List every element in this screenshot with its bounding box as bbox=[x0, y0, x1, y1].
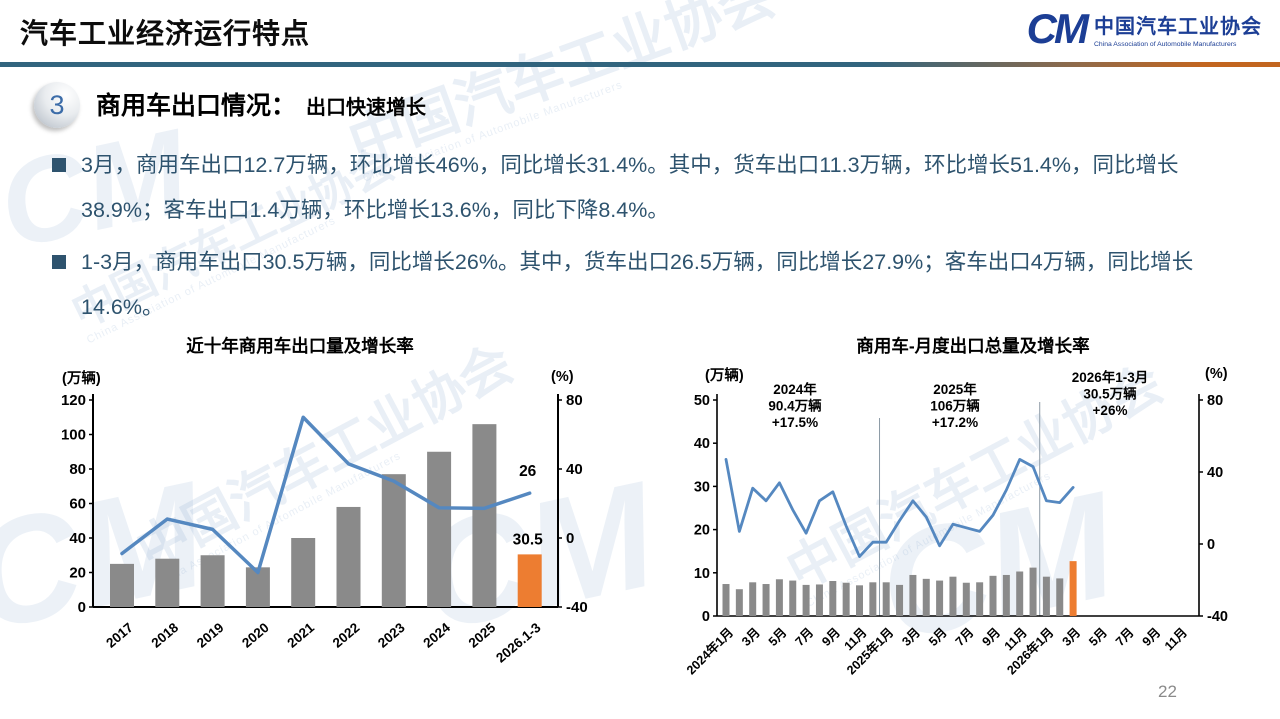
svg-text:30.5万辆: 30.5万辆 bbox=[1083, 386, 1137, 402]
svg-text:80: 80 bbox=[1207, 393, 1223, 409]
section-number-badge: 3 bbox=[34, 82, 80, 128]
svg-text:(%): (%) bbox=[551, 369, 574, 385]
svg-text:2023: 2023 bbox=[375, 620, 408, 651]
section-subtitle: 出口快速增长 bbox=[306, 97, 427, 119]
bullet-text: 1-3月，商用车出口30.5万辆，同比增长26%。其中，货车出口26.5万辆，同… bbox=[81, 250, 1194, 319]
svg-text:0: 0 bbox=[566, 530, 574, 547]
section-number: 3 bbox=[49, 89, 65, 120]
svg-text:近十年商用车出口量及增长率: 近十年商用车出口量及增长率 bbox=[186, 336, 414, 356]
svg-text:-40: -40 bbox=[1207, 609, 1228, 625]
header-divider bbox=[0, 62, 1280, 67]
svg-text:10: 10 bbox=[694, 566, 710, 582]
svg-text:90.4万辆: 90.4万辆 bbox=[768, 398, 822, 414]
svg-text:9月: 9月 bbox=[819, 625, 843, 649]
org-name-en: China Association of Automobile Manufact… bbox=[1094, 41, 1237, 48]
svg-text:9月: 9月 bbox=[1140, 625, 1164, 649]
svg-text:+26%: +26% bbox=[1093, 403, 1128, 418]
svg-text:3月: 3月 bbox=[739, 625, 763, 649]
svg-text:40: 40 bbox=[69, 530, 86, 547]
svg-text:2026.1-3: 2026.1-3 bbox=[493, 619, 544, 665]
svg-text:2019: 2019 bbox=[194, 620, 227, 651]
chart-yearly-exports: 近十年商用车出口量及增长率 (万辆) (%) 0 20 40 60 80 100 120 80 40 0… bbox=[60, 330, 630, 719]
svg-text:2020: 2020 bbox=[239, 620, 272, 651]
svg-text:7月: 7月 bbox=[793, 625, 817, 649]
svg-text:100: 100 bbox=[61, 427, 86, 444]
svg-text:20: 20 bbox=[694, 523, 710, 539]
svg-text:7月: 7月 bbox=[1113, 625, 1137, 649]
svg-text:2024年: 2024年 bbox=[773, 381, 817, 397]
org-name-cn: 中国汽车工业协会 bbox=[1094, 16, 1262, 38]
svg-text:2026年1-3月: 2026年1-3月 bbox=[1072, 369, 1149, 385]
svg-text:2021: 2021 bbox=[284, 620, 317, 651]
svg-text:106万辆: 106万辆 bbox=[930, 398, 980, 414]
svg-text:5月: 5月 bbox=[1086, 625, 1110, 649]
bullet-square-icon bbox=[52, 255, 66, 269]
svg-text:0: 0 bbox=[78, 599, 86, 616]
svg-text:2022: 2022 bbox=[330, 620, 363, 651]
bullet-square-icon bbox=[52, 158, 66, 172]
svg-text:9月: 9月 bbox=[979, 625, 1003, 649]
bullet-text: 3月，商用车出口12.7万辆，环比增长46%，同比增长31.4%。其中，货车出口… bbox=[81, 153, 1179, 222]
bullet-list: 3月，商用车出口12.7万辆，环比增长46%，同比增长31.4%。其中，货车出口… bbox=[52, 143, 1242, 337]
svg-text:40: 40 bbox=[566, 461, 583, 478]
svg-text:20: 20 bbox=[69, 565, 86, 582]
svg-text:120: 120 bbox=[61, 392, 86, 409]
page-number: 22 bbox=[1158, 682, 1177, 701]
svg-text:(万辆): (万辆) bbox=[62, 369, 101, 387]
svg-text:2017: 2017 bbox=[103, 620, 136, 651]
svg-text:(万辆): (万辆) bbox=[705, 366, 744, 384]
svg-text:2025年: 2025年 bbox=[933, 381, 977, 397]
bullet-item: 3月，商用车出口12.7万辆，环比增长46%，同比增长31.4%。其中，货车出口… bbox=[52, 143, 1242, 233]
svg-text:80: 80 bbox=[566, 392, 583, 409]
svg-text:(%): (%) bbox=[1205, 366, 1228, 382]
cm-logo-icon: CM bbox=[1026, 5, 1089, 52]
section-heading: 商用车出口情况： 出口快速增长 bbox=[96, 86, 426, 122]
svg-text:40: 40 bbox=[1207, 465, 1223, 481]
org-logo: CM 中国汽车工业协会 China Association of Automob… bbox=[1027, 8, 1262, 50]
svg-text:80: 80 bbox=[69, 461, 86, 478]
svg-text:60: 60 bbox=[69, 496, 86, 513]
svg-text:0: 0 bbox=[1207, 537, 1215, 553]
chart-monthly-exports: 商用车-月度出口总量及增长率 (万辆) (%) 0 10 20 30 40 50 80 40 0 -40… bbox=[655, 330, 1280, 719]
svg-text:26: 26 bbox=[519, 463, 537, 480]
svg-text:2024年1月: 2024年1月 bbox=[683, 625, 736, 678]
svg-text:+17.5%: +17.5% bbox=[772, 415, 818, 430]
svg-text:商用车-月度出口总量及增长率: 商用车-月度出口总量及增长率 bbox=[856, 336, 1089, 356]
svg-text:3月: 3月 bbox=[899, 625, 923, 649]
svg-text:30.5: 30.5 bbox=[513, 531, 544, 548]
svg-text:2024: 2024 bbox=[420, 620, 453, 651]
page-title: 汽车工业经济运行特点 bbox=[20, 18, 311, 49]
svg-text:2018: 2018 bbox=[149, 620, 182, 651]
svg-text:-40: -40 bbox=[566, 599, 588, 616]
svg-text:11月: 11月 bbox=[1162, 625, 1190, 653]
svg-text:3月: 3月 bbox=[1060, 625, 1084, 649]
svg-text:+17.2%: +17.2% bbox=[932, 415, 978, 430]
svg-text:7月: 7月 bbox=[953, 625, 977, 649]
svg-text:2025: 2025 bbox=[466, 620, 499, 651]
svg-text:0: 0 bbox=[702, 609, 710, 625]
svg-text:30: 30 bbox=[694, 479, 710, 495]
svg-text:5月: 5月 bbox=[926, 625, 950, 649]
section-title: 商用车出口情况： bbox=[96, 92, 297, 120]
bullet-item: 1-3月，商用车出口30.5万辆，同比增长26%。其中，货车出口26.5万辆，同… bbox=[52, 240, 1242, 330]
svg-text:50: 50 bbox=[694, 393, 710, 409]
svg-text:40: 40 bbox=[694, 436, 710, 452]
svg-text:5月: 5月 bbox=[766, 625, 790, 649]
